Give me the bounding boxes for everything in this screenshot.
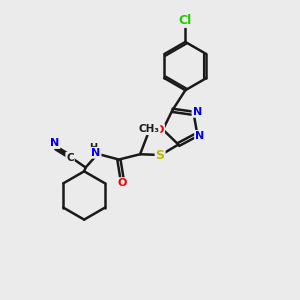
Text: C: C: [66, 153, 74, 163]
Text: O: O: [118, 178, 127, 188]
Text: N: N: [193, 107, 202, 117]
Text: H: H: [89, 143, 98, 153]
Text: O: O: [155, 124, 164, 135]
Text: Cl: Cl: [179, 14, 192, 27]
Text: N: N: [50, 138, 60, 148]
Text: S: S: [156, 149, 165, 162]
Text: N: N: [91, 148, 101, 158]
Text: CH₃: CH₃: [138, 124, 159, 134]
Text: N: N: [195, 131, 204, 141]
